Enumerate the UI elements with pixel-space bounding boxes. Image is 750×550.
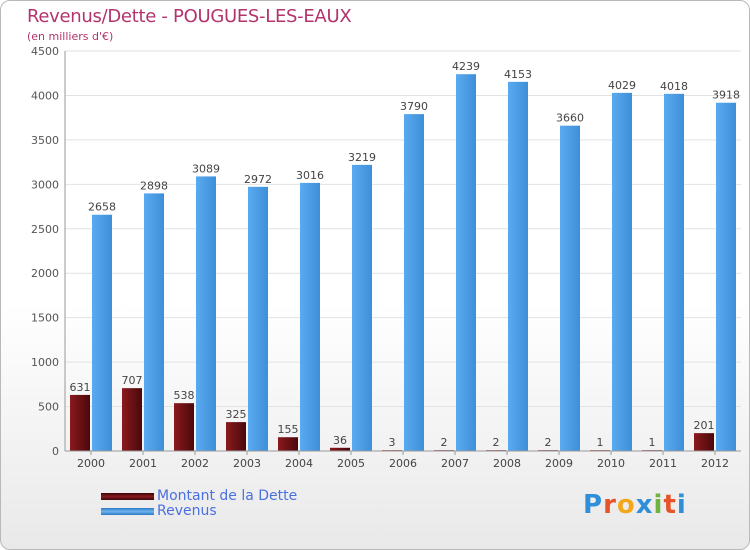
data-label-dette: 36 [333,434,347,447]
legend-label-revenus: Revenus [157,503,217,519]
y-tick-label: 2500 [31,223,59,236]
y-tick-label: 0 [52,445,59,458]
bar-revenus [300,182,320,451]
x-tick-label: 2000 [77,457,105,470]
data-label-dette: 155 [278,423,299,436]
bar-revenus [196,176,216,451]
label-layer: 6312658707289853830893252972155301636321… [70,60,741,449]
data-label-revenus: 4018 [660,80,688,93]
bar-revenus [716,102,736,451]
x-tick-label: 2012 [701,457,729,470]
logo-letter: i [653,490,664,520]
data-label-revenus: 2972 [244,173,272,186]
data-label-dette: 201 [694,419,715,432]
logo-letter: P [583,490,604,520]
data-label-dette: 707 [122,374,143,387]
bar-dette [226,422,246,451]
data-label-dette: 2 [545,436,552,449]
bar-revenus [664,93,684,451]
y-tick-label: 4000 [31,89,59,102]
logo-letter: o [616,490,636,520]
bar-revenus [404,114,424,451]
data-label-revenus: 4153 [504,68,532,81]
x-tick-label: 2002 [181,457,209,470]
bar-dette [174,403,194,451]
x-tick-label: 2004 [285,457,313,470]
bar-layer [70,74,736,452]
legend-swatch-dette [101,493,154,500]
data-label-revenus: 3016 [296,169,324,182]
bar-revenus [456,74,476,451]
y-tick-label: 1000 [31,356,59,369]
x-tick-label: 2011 [649,457,677,470]
data-label-dette: 1 [597,436,604,449]
x-tick-label: 2007 [441,457,469,470]
y-tick-label: 4500 [31,45,59,58]
x-tick-label: 2008 [493,457,521,470]
bar-revenus [612,92,632,451]
bar-dette [278,437,298,451]
data-label-revenus: 2658 [88,201,116,214]
data-label-revenus: 3790 [400,100,428,113]
data-label-revenus: 3918 [712,89,740,102]
legend-label-dette: Montant de la Dette [157,488,298,504]
data-label-revenus: 3660 [556,112,584,125]
data-label-revenus: 2898 [140,179,168,192]
logo-letter: t [663,490,677,520]
proxiti-logo: Proxiti [583,490,687,520]
x-tick-label: 2009 [545,457,573,470]
bar-revenus [560,125,580,452]
bar-dette [330,447,350,451]
y-tick-label: 500 [38,401,59,414]
chart-title: Revenus/Dette - POUGUES-LES-EAUX [27,6,352,27]
data-label-revenus: 3089 [192,162,220,175]
y-tick-label: 3000 [31,178,59,191]
data-label-dette: 538 [174,389,195,402]
data-label-dette: 2 [493,436,500,449]
bar-dette [70,394,90,451]
x-tick-label: 2003 [233,457,261,470]
bar-revenus [144,193,164,451]
axis-layer: 0 500 1000 1500 2000 2500 3000 3500 4000 4500 2000… [31,45,741,470]
logo-letter: x [635,490,654,520]
bar-dette [694,433,714,451]
data-label-dette: 631 [70,381,91,394]
logo-letter: r [603,490,617,520]
data-label-dette: 1 [649,436,656,449]
data-label-dette: 325 [226,408,247,421]
bar-revenus [352,164,372,451]
chart-subtitle: (en milliers d'€) [27,30,114,43]
bar-revenus [92,214,112,451]
bar-dette [122,388,142,451]
y-tick-label: 1500 [31,312,59,325]
bar-revenus [508,81,528,451]
data-label-dette: 2 [441,436,448,449]
data-label-revenus: 3219 [348,151,376,164]
y-tick-label: 3500 [31,134,59,147]
x-tick-label: 2006 [389,457,417,470]
x-tick-label: 2005 [337,457,365,470]
data-label-dette: 3 [389,436,396,449]
data-label-revenus: 4239 [452,60,480,73]
x-tick-label: 2001 [129,457,157,470]
data-label-revenus: 4029 [608,79,636,92]
y-tick-label: 2000 [31,267,59,280]
bar-revenus [248,186,268,452]
logo-letter: i [676,490,687,520]
x-tick-label: 2010 [597,457,625,470]
legend-swatch-revenus [101,508,154,515]
